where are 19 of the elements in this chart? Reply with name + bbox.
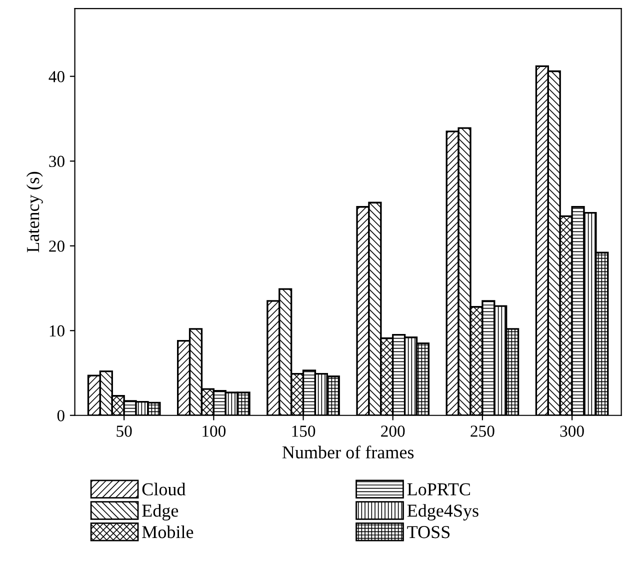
legend-label: TOSS (407, 526, 450, 538)
y-tick-label: 0 (57, 410, 64, 422)
x-tick-label: 300 (560, 426, 584, 437)
y-axis-title: Latency (s) (26, 172, 43, 252)
legend-label: Edge (142, 504, 178, 520)
legend-label: Cloud (142, 482, 186, 496)
y-tick-label: 10 (50, 325, 64, 337)
x-tick-label: 250 (470, 426, 494, 437)
x-axis-title: Number of frames (282, 446, 414, 458)
x-tick-label: 200 (381, 426, 405, 437)
legend-label: LoPRTC (407, 483, 470, 496)
y-tick-label: 30 (49, 156, 64, 168)
y-tick-label: 20 (49, 240, 64, 252)
legend-label: Edge4Sys (407, 504, 478, 520)
x-tick-label: 100 (202, 426, 226, 437)
x-tick-label: 50 (116, 426, 132, 437)
x-tick-label: 150 (292, 426, 316, 437)
legend-label: Mobile (142, 525, 194, 538)
y-tick-label: 40 (48, 71, 64, 82)
